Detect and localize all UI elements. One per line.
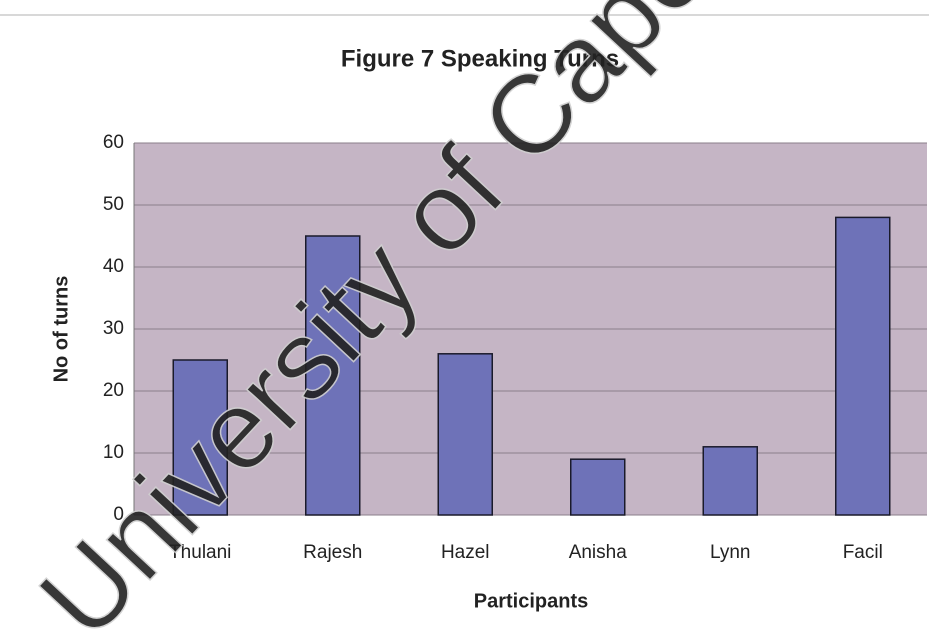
x-tick-label: Hazel [441, 542, 490, 563]
y-tick-label: 10 [103, 442, 124, 463]
y-tick-label: 50 [103, 194, 124, 215]
x-axis-label: Participants [474, 590, 588, 612]
y-tick-label: 40 [103, 256, 124, 277]
x-tick-label: Rajesh [303, 542, 362, 563]
x-tick-label: Thulani [169, 542, 231, 563]
x-tick-label: Anisha [569, 542, 628, 563]
y-tick-label: 0 [113, 504, 124, 525]
y-axis-label: No of turns [50, 276, 72, 383]
chart-title: Figure 7 Speaking Turns [341, 45, 619, 72]
bar [835, 216, 891, 516]
x-tick-label: Lynn [710, 542, 751, 563]
y-tick-label: 60 [103, 132, 124, 153]
bar [570, 458, 626, 516]
bar [702, 446, 758, 516]
bar [172, 359, 228, 516]
y-tick-label: 30 [103, 318, 124, 339]
y-tick-label: 20 [103, 380, 124, 401]
x-tick-label: Facil [843, 542, 883, 563]
bar [437, 353, 493, 516]
bar [305, 235, 361, 516]
